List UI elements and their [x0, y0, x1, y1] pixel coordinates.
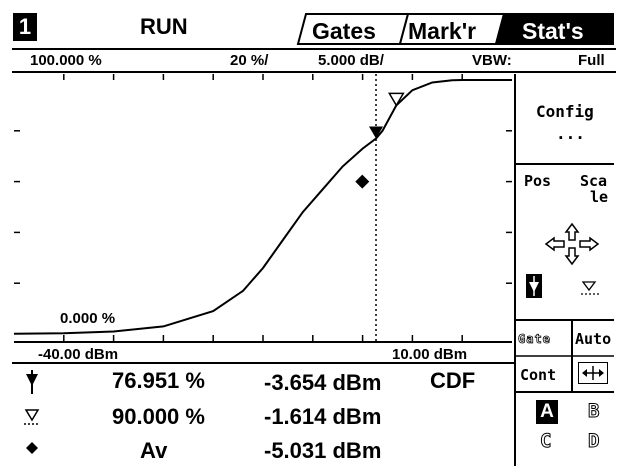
config-more: ...: [556, 124, 585, 143]
four-way-arrows-icon: [544, 222, 600, 266]
channel-d-button[interactable]: D: [587, 430, 600, 453]
filled-triangle-marker-icon: [26, 370, 38, 394]
scale-label-b: le: [590, 188, 609, 206]
marker1-filled-triangle[interactable]: [369, 126, 384, 139]
filled-triangle-icon: [529, 276, 539, 296]
tab-markr[interactable]: Mark'r: [408, 18, 477, 44]
x-right-label: 10.00 dBm: [390, 346, 470, 363]
autoscale-button[interactable]: [578, 362, 608, 384]
x-left-label: -40.00 dBm: [36, 346, 121, 363]
average-power: -5.031 dBm: [264, 438, 382, 463]
plot-markers: [355, 92, 405, 189]
tab-stats-shape: [494, 13, 614, 45]
y-per-div: 20 %/: [230, 52, 269, 69]
y-top-scale: 100.000 %: [30, 52, 102, 69]
marker2-open-triangle[interactable]: [388, 92, 405, 107]
vbw-label: VBW:: [472, 52, 512, 69]
diamond-marker-icon: [26, 442, 38, 454]
x-per-div: 5.000 dB/: [318, 52, 384, 69]
readout-panel: 76.951 % -3.654 dBm CDF 90.000 % -1.614 …: [12, 364, 512, 468]
marker1-value: 76.951 %: [112, 368, 205, 393]
readout-marker-icons: [24, 370, 40, 454]
channel-b-button[interactable]: B: [587, 400, 600, 423]
tab-shapes: [296, 13, 614, 45]
scale-label-a: Sca: [580, 172, 608, 190]
average-diamond-marker[interactable]: [355, 174, 370, 189]
softkey-panel: Config ... Pos Sca le Gate Auto Cont: [514, 74, 614, 466]
config-softkey[interactable]: Config ...: [516, 74, 614, 164]
gate-softkey[interactable]: Gate: [518, 332, 551, 347]
horizontal-fit-icon: [582, 366, 604, 380]
cont-softkey[interactable]: Cont: [520, 366, 557, 384]
plot-svg: [14, 74, 512, 343]
marker1-select[interactable]: [526, 274, 542, 298]
marker2-power: -1.614 dBm: [264, 404, 382, 429]
channel-number: 1: [13, 13, 37, 41]
cdf-plot[interactable]: 0.000 % -40.00 dBm 10.00 dBm: [14, 74, 512, 363]
y-bottom-scale: 0.000 %: [58, 310, 118, 327]
marker1-power: -3.654 dBm: [264, 370, 382, 395]
header-divider: [12, 48, 616, 50]
cdf-curve: [14, 79, 512, 335]
open-triangle-icon[interactable]: [580, 278, 600, 298]
channel-c-button[interactable]: C: [539, 430, 552, 453]
plot-ticks: [14, 74, 512, 343]
tab-bar: Gates Mark'r Stat's: [296, 12, 614, 46]
readout-divider: [12, 362, 514, 364]
marker2-value: 90.000 %: [112, 404, 205, 429]
average-label: Av: [140, 438, 168, 463]
stat-mode-label: CDF: [430, 368, 476, 393]
run-state-label: RUN: [140, 14, 188, 39]
config-label: Config: [536, 102, 594, 121]
tab-gates[interactable]: Gates: [312, 18, 376, 44]
softkey-frames: [514, 74, 614, 466]
open-triangle-marker-icon: [24, 409, 40, 425]
pos-label: Pos: [524, 172, 552, 190]
pos-scale-softkey[interactable]: Pos Sca le: [516, 166, 614, 318]
tab-stats[interactable]: Stat's: [522, 18, 584, 44]
auto-softkey[interactable]: Auto: [575, 330, 612, 348]
info-divider: [12, 71, 616, 73]
channel-a-button[interactable]: A: [536, 400, 558, 424]
vbw-value: Full: [578, 52, 605, 69]
